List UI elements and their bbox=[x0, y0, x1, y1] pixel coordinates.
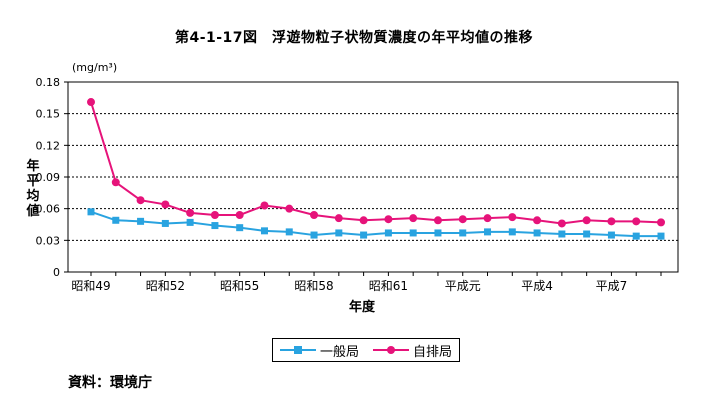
x-tick-label: 平成4 bbox=[521, 279, 553, 293]
series1-point bbox=[211, 222, 219, 230]
series2-point bbox=[235, 211, 244, 219]
legend-item-series2: 自排局 bbox=[372, 341, 452, 360]
series2-point bbox=[260, 201, 269, 210]
series1-point bbox=[508, 228, 516, 236]
series1-point bbox=[409, 229, 417, 237]
series1-point bbox=[533, 229, 541, 237]
y-tick-label: 0.15 bbox=[36, 108, 61, 121]
series2-point bbox=[186, 208, 195, 217]
source-note: 資料：環境庁 bbox=[68, 375, 152, 391]
series1-point bbox=[236, 224, 244, 232]
series2-point bbox=[136, 196, 145, 205]
series1-point bbox=[112, 216, 120, 224]
grid-layer bbox=[67, 81, 679, 273]
x-tick-label: 昭和61 bbox=[369, 279, 408, 293]
legend-label-series2: 自排局 bbox=[412, 344, 452, 360]
x-tick-label: 平成元 bbox=[445, 279, 481, 293]
series2-point bbox=[161, 200, 170, 209]
x-axis-label: 年度 bbox=[349, 299, 376, 315]
y-tick-label: 0.03 bbox=[36, 234, 61, 247]
x-tick-label: 昭和49 bbox=[71, 279, 110, 293]
series1-point bbox=[583, 230, 591, 238]
y-axis-label-char: 年 bbox=[26, 158, 39, 174]
series-line-2 bbox=[90, 101, 662, 225]
y-axis-label-char: 値 bbox=[25, 203, 39, 219]
legend: 一般局 自排局 bbox=[272, 338, 460, 362]
legend-swatch-series2 bbox=[372, 344, 409, 356]
series1-point bbox=[632, 232, 640, 240]
series2-point bbox=[458, 215, 467, 224]
series2-point bbox=[310, 211, 319, 219]
series1-point bbox=[260, 227, 268, 235]
series1-point bbox=[186, 218, 194, 226]
series-line-1 bbox=[90, 210, 661, 238]
series2-point bbox=[632, 217, 641, 226]
series1-point bbox=[558, 230, 566, 238]
y-axis-label-char: 均 bbox=[26, 188, 39, 204]
y-tick-label: 0 bbox=[53, 266, 60, 279]
series2-point bbox=[409, 214, 418, 223]
series2-point bbox=[334, 214, 343, 223]
chart-title: 第4-1-17図 浮遊物粒子状物質濃度の年平均値の推移 bbox=[174, 30, 534, 46]
series2-point bbox=[384, 215, 393, 224]
series1-point bbox=[161, 219, 169, 227]
series1-point bbox=[484, 228, 492, 236]
y-tick-label: 0.18 bbox=[36, 76, 61, 89]
legend-swatch-series1 bbox=[279, 344, 316, 356]
series1-point bbox=[434, 229, 442, 237]
series2-point bbox=[533, 216, 542, 225]
series1-point bbox=[360, 231, 368, 239]
y-axis-label-char: 平 bbox=[26, 174, 39, 189]
series2-point bbox=[607, 217, 616, 226]
series2-point bbox=[483, 214, 492, 223]
series1-point bbox=[657, 232, 665, 240]
y-tick-label: 0.09 bbox=[36, 171, 61, 184]
x-tick-label: 平成7 bbox=[596, 279, 628, 293]
x-tick-label: 昭和58 bbox=[294, 279, 333, 293]
series1-point bbox=[384, 229, 392, 237]
series2-point bbox=[657, 218, 665, 227]
series2-point bbox=[87, 98, 95, 107]
series2-point bbox=[111, 178, 120, 187]
series2-point bbox=[359, 216, 368, 225]
legend-item-series1: 一般局 bbox=[279, 341, 359, 360]
series2-point bbox=[285, 204, 294, 213]
series1-point bbox=[87, 208, 95, 216]
series2-point bbox=[508, 213, 517, 222]
legend-label-series1: 一般局 bbox=[319, 344, 359, 360]
y-tick-label: 0.12 bbox=[36, 139, 61, 152]
series1-point bbox=[459, 229, 467, 237]
series2-point bbox=[433, 216, 442, 225]
y-axis-label: 年平均値 bbox=[25, 158, 39, 219]
series1-point bbox=[335, 229, 343, 237]
series1-point bbox=[137, 217, 145, 225]
series-layer bbox=[87, 98, 665, 240]
x-tick-label: 昭和55 bbox=[220, 279, 259, 293]
series1-point bbox=[285, 228, 293, 236]
series1-point bbox=[607, 231, 615, 239]
axis-layer: 0 0.03 0.06 0.09 0.12 0.15 0.18 昭和49 昭和52 昭和55 昭和5… bbox=[36, 76, 662, 293]
x-tick-label: 昭和52 bbox=[146, 279, 185, 293]
unit-label: (mg/m³) bbox=[72, 61, 117, 74]
y-tick-label: 0.06 bbox=[36, 203, 61, 216]
series2-point bbox=[582, 216, 591, 225]
series2-point bbox=[210, 211, 219, 219]
series2-point bbox=[557, 219, 566, 228]
series1-point bbox=[310, 231, 318, 239]
